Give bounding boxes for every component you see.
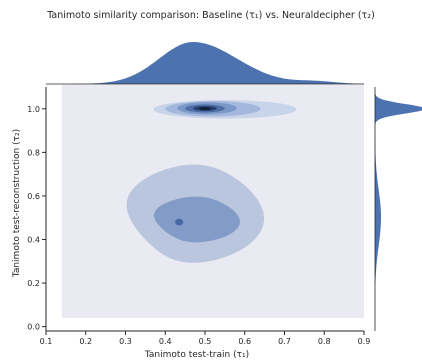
y-axis-ticks: 0.0 0.2 0.4 0.6 0.8 1.0 <box>27 105 46 332</box>
x-axis-ticks: 0.1 0.2 0.3 0.4 0.5 0.6 0.7 0.8 0.9 <box>40 331 371 346</box>
marginal-x-density <box>46 42 365 85</box>
joint-plot-area <box>45 84 365 332</box>
x-tick-label: 0.9 <box>358 337 371 346</box>
x-tick-label: 0.6 <box>238 337 251 346</box>
y-tick-label: 0.2 <box>27 279 40 288</box>
x-tick-label: 0.4 <box>159 337 172 346</box>
x-tick-label: 0.8 <box>318 337 331 346</box>
kde-contour-lower-2 <box>154 196 240 243</box>
kde-contour-lower-3 <box>175 218 184 226</box>
x-tick-label: 0.1 <box>40 337 53 346</box>
y-tick-label: 0.0 <box>27 323 40 332</box>
chart-title: Tanimoto similarity comparison: Baseline… <box>46 10 375 21</box>
x-axis-label: Tanimoto test-train (τ₁) <box>144 350 249 360</box>
kde-contour-upper-6 <box>199 107 211 110</box>
marginal-y-density <box>374 84 422 331</box>
y-tick-label: 1.0 <box>27 105 40 114</box>
y-tick-label: 0.4 <box>27 236 40 245</box>
marginal-x-area <box>61 42 365 84</box>
y-axis-label: Tanimoto test-reconstruction (τ₂) <box>12 129 22 278</box>
x-tick-label: 0.3 <box>119 337 132 346</box>
marginal-y-area <box>375 84 422 284</box>
y-tick-label: 0.8 <box>27 148 40 157</box>
x-tick-label: 0.7 <box>278 337 291 346</box>
x-tick-label: 0.2 <box>79 337 92 346</box>
y-tick-label: 0.6 <box>27 192 40 201</box>
x-tick-label: 0.5 <box>199 337 212 346</box>
